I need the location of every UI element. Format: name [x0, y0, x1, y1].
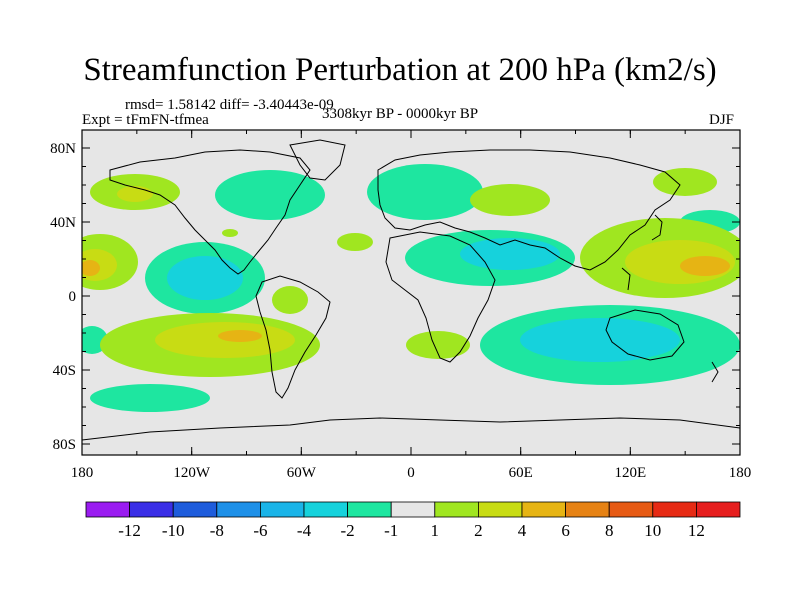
colorbar-swatch	[434, 501, 479, 518]
coastline-new-zealand	[711, 361, 719, 383]
lon-label: 60W	[287, 465, 317, 481]
colorbar-swatch	[608, 501, 654, 518]
colorbar-labels: -12 -10 -8 -6 -4 -2 -1 1 2 4 6 8 10 12	[118, 521, 705, 540]
lon-label: 0	[407, 465, 415, 481]
colorbar-label: 12	[688, 521, 705, 540]
colorbar-swatch	[216, 501, 261, 518]
contour-region	[653, 168, 717, 196]
coastlines	[82, 139, 740, 441]
colorbar-swatch	[347, 501, 392, 518]
colorbar-label: 4	[518, 521, 527, 540]
coastline-eurasia	[377, 149, 681, 271]
colorbar-swatch	[390, 501, 436, 518]
contour-region	[167, 256, 243, 300]
coastline-africa	[385, 231, 496, 363]
contour-region	[215, 170, 325, 220]
lon-label: 120E	[614, 465, 646, 481]
colorbar-label: 2	[474, 521, 483, 540]
colorbar-label: -10	[162, 521, 185, 540]
lat-label: 40S	[53, 363, 76, 379]
colorbar-label: 6	[561, 521, 570, 540]
contour-region	[680, 256, 730, 276]
experiment-label: Expt = tFmFN-tfmea	[82, 112, 209, 128]
contour-region	[90, 384, 210, 412]
contour-region	[470, 184, 550, 216]
lat-label: 80N	[50, 141, 76, 157]
lat-label: 0	[69, 289, 77, 305]
contour-region	[222, 229, 238, 237]
colorbar-swatch	[303, 501, 348, 518]
colorbar-label: -12	[118, 521, 141, 540]
lon-label: 120W	[173, 465, 211, 481]
coastline-north-america	[109, 149, 311, 275]
lat-label: 80S	[53, 437, 76, 453]
coastline-japan	[651, 214, 663, 241]
axis-ticks	[81, 130, 741, 455]
coastline-australia	[605, 309, 685, 361]
contour-region	[82, 260, 100, 276]
colorbar-swatch	[85, 501, 130, 518]
colorbar-label: -6	[253, 521, 267, 540]
period-label: 3308kyr BP - 0000kyr BP	[322, 106, 479, 122]
colorbar-swatch	[477, 501, 523, 518]
colorbar-label: -4	[297, 521, 312, 540]
colorbar-label: -8	[210, 521, 224, 540]
colorbar-swatch	[696, 501, 741, 518]
contour-region	[117, 186, 153, 202]
lat-label: 40N	[50, 215, 76, 231]
contour-region	[272, 286, 308, 314]
colorbar-label: 1	[431, 521, 440, 540]
season-label: DJF	[709, 112, 735, 128]
lon-label: 180	[729, 465, 752, 481]
colorbar-label: -1	[384, 521, 398, 540]
lon-label: 180	[71, 465, 94, 481]
coastline-greenland	[289, 139, 346, 181]
colorbar	[85, 501, 741, 518]
colorbar-label: -2	[341, 521, 355, 540]
contour-region	[520, 318, 680, 362]
contour-region	[406, 331, 470, 359]
coastline-philippines	[621, 267, 631, 291]
colorbar-label: 8	[605, 521, 614, 540]
contour-region	[122, 354, 158, 366]
coastline-antarctica	[82, 417, 740, 441]
contour-field	[82, 164, 740, 412]
colorbar-swatch	[521, 501, 566, 518]
coastline-south-america	[255, 275, 331, 399]
lon-label: 60E	[509, 465, 533, 481]
colorbar-swatch	[129, 501, 174, 518]
contour-region	[218, 330, 262, 342]
colorbar-swatch	[565, 501, 610, 518]
map-title: Streamfunction Perturbation at 200 hPa (…	[83, 52, 717, 88]
stats-label: rmsd= 1.58142 diff= -3.40443e-09	[125, 97, 334, 113]
contour-region	[460, 238, 560, 270]
colorbar-swatch	[652, 501, 697, 518]
colorbar-label: 10	[644, 521, 661, 540]
contour-region	[367, 164, 483, 220]
contour-region	[337, 233, 373, 251]
colorbar-swatch	[259, 501, 305, 518]
colorbar-swatch	[172, 501, 218, 518]
axis-tick-labels: 80N 40N 0 40S 80S 180 120W 60W 0 60E 120E 180	[50, 141, 751, 481]
